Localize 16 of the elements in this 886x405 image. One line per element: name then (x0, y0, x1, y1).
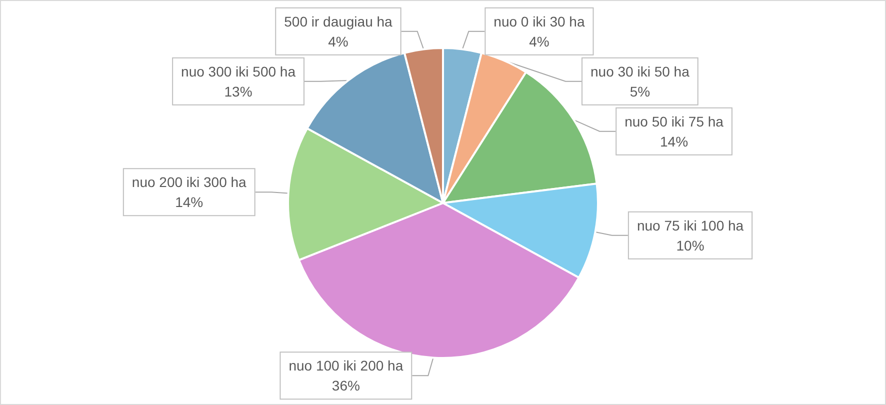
slice-label: nuo 30 iki 50 ha (590, 63, 690, 80)
data-label: 4% (328, 33, 348, 50)
data-label: 14% (175, 194, 204, 210)
slice-label: nuo 300 iki 500 ha (181, 63, 296, 80)
slice-label: 500 ir daugiau ha (284, 13, 393, 30)
slice-label: nuo 100 iki 200 ha (288, 358, 404, 374)
data-label: 13% (224, 83, 252, 100)
data-label: 10% (676, 237, 704, 254)
data-label: 4% (529, 33, 550, 50)
slice-label: nuo 200 iki 300 ha (132, 174, 247, 190)
slice-label: nuo 0 iki 30 ha (494, 13, 585, 30)
data-label: 14% (660, 133, 688, 150)
slice-label: nuo 75 iki 100 ha (636, 217, 744, 234)
data-label: 36% (332, 378, 360, 394)
slice-label: nuo 50 iki 75 ha (624, 113, 724, 130)
data-label: 5% (630, 83, 650, 100)
